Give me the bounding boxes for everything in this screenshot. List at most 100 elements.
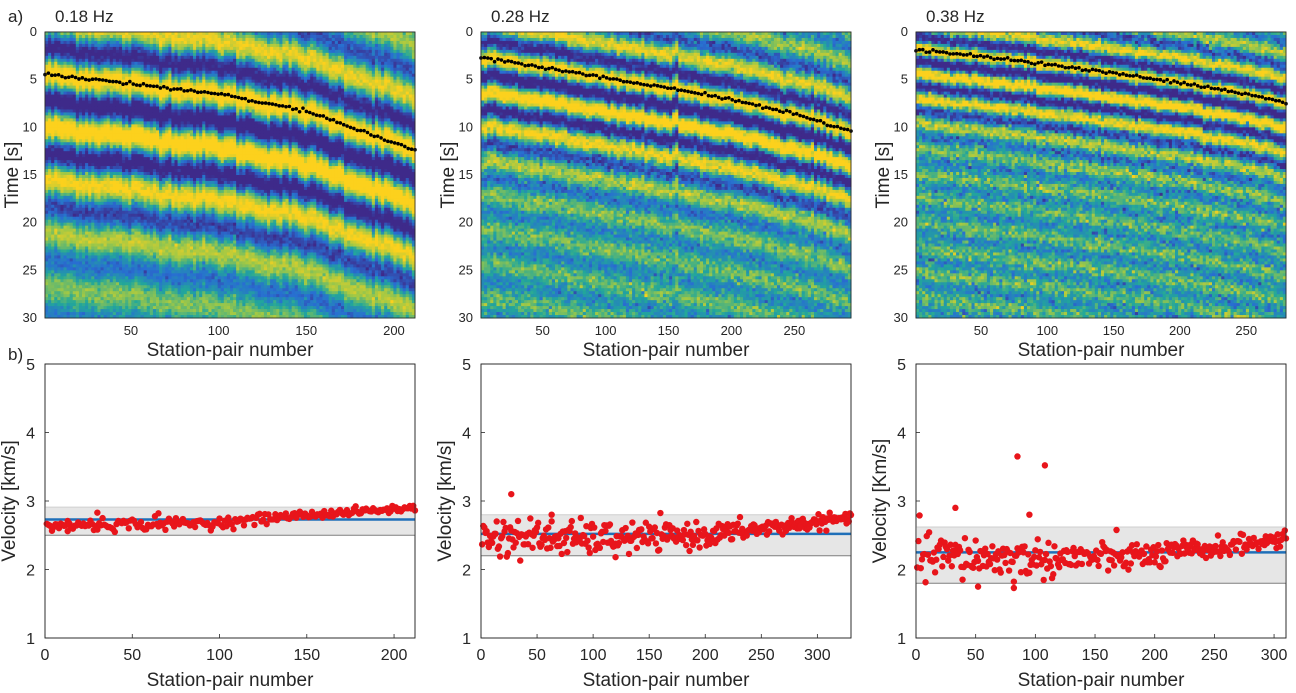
waveform-cell	[88, 59, 91, 62]
waveform-cell	[131, 86, 134, 89]
waveform-cell	[122, 89, 125, 92]
waveform-cell	[88, 190, 91, 193]
waveform-cell	[134, 166, 137, 169]
waveform-cell	[104, 249, 107, 252]
waveform-cell	[45, 112, 48, 115]
waveform-cell	[125, 294, 128, 297]
waveform-cell	[128, 92, 131, 95]
waveform-cell	[119, 172, 122, 175]
waveform-cell	[88, 86, 91, 89]
waveform-cell	[48, 157, 51, 160]
waveform-cell	[51, 178, 54, 181]
waveform-cell	[119, 276, 122, 279]
waveform-cell	[110, 249, 113, 252]
waveform-cell	[91, 202, 94, 205]
waveform-cell	[97, 226, 100, 229]
waveform-cell	[110, 232, 113, 235]
waveform-cell	[113, 241, 116, 244]
waveform-cell	[67, 104, 70, 107]
waveform-cell	[51, 92, 54, 95]
waveform-cell	[138, 181, 141, 184]
waveform-cell	[67, 312, 70, 315]
waveform-cell	[76, 121, 79, 124]
waveform-cell	[131, 65, 134, 68]
waveform-cell	[119, 255, 122, 258]
waveform-cell	[144, 145, 147, 148]
waveform-cell	[54, 232, 57, 235]
waveform-cell	[97, 65, 100, 68]
waveform-cell	[57, 68, 60, 71]
waveform-cell	[64, 196, 67, 199]
waveform-cell	[122, 223, 125, 226]
waveform-cell	[122, 47, 125, 50]
waveform-cell	[128, 71, 131, 74]
waveform-cell	[82, 303, 85, 306]
waveform-cell	[104, 151, 107, 154]
waveform-cell	[82, 163, 85, 166]
waveform-cell	[57, 273, 60, 276]
waveform-cell	[73, 124, 76, 127]
waveform-cell	[88, 291, 91, 294]
waveform-cell	[45, 106, 48, 109]
waveform-cell	[104, 247, 107, 250]
waveform-cell	[97, 86, 100, 89]
waveform-cell	[119, 56, 122, 59]
waveform-cell	[141, 181, 144, 184]
waveform-cell	[116, 285, 119, 288]
waveform-cell	[122, 241, 125, 244]
waveform-cell	[116, 193, 119, 196]
waveform-cell	[57, 267, 60, 270]
waveform-cell	[67, 92, 70, 95]
waveform-cell	[104, 101, 107, 104]
waveform-cell	[101, 92, 104, 95]
waveform-cell	[82, 115, 85, 118]
waveform-cell	[104, 136, 107, 139]
waveform-cell	[88, 148, 91, 151]
waveform-cell	[107, 297, 110, 300]
waveform-cell	[141, 109, 144, 112]
waveform-cell	[88, 211, 91, 214]
waveform-cell	[94, 136, 97, 139]
waveform-cell	[134, 306, 137, 309]
waveform-cell	[125, 193, 128, 196]
waveform-cell	[97, 187, 100, 190]
waveform-cell	[134, 184, 137, 187]
waveform-cell	[138, 270, 141, 273]
waveform-cell	[48, 223, 51, 226]
waveform-cell	[116, 294, 119, 297]
waveform-cell	[64, 270, 67, 273]
waveform-cell	[116, 247, 119, 250]
waveform-cell	[110, 297, 113, 300]
waveform-cell	[107, 294, 110, 297]
waveform-cell	[70, 193, 73, 196]
waveform-cell	[57, 294, 60, 297]
waveform-cell	[122, 175, 125, 178]
waveform-cell	[94, 175, 97, 178]
waveform-cell	[125, 297, 128, 300]
waveform-cell	[82, 101, 85, 104]
waveform-cell	[122, 190, 125, 193]
waveform-cell	[73, 106, 76, 109]
waveform-cell	[116, 226, 119, 229]
waveform-cell	[60, 244, 63, 247]
waveform-cell	[79, 112, 82, 115]
waveform-cell	[88, 109, 91, 112]
waveform-cell	[70, 62, 73, 65]
waveform-cell	[144, 214, 147, 217]
waveform-cell	[51, 252, 54, 255]
waveform-cell	[51, 130, 54, 133]
waveform-cell	[48, 83, 51, 86]
waveform-cell	[97, 83, 100, 86]
waveform-cell	[91, 83, 94, 86]
waveform-cell	[57, 214, 60, 217]
waveform-cell	[76, 288, 79, 291]
waveform-cell	[110, 288, 113, 291]
waveform-cell	[67, 166, 70, 169]
waveform-cell	[122, 136, 125, 139]
waveform-cell	[67, 95, 70, 98]
waveform-cell	[116, 65, 119, 68]
waveform-cell	[70, 142, 73, 145]
waveform-cell	[70, 306, 73, 309]
waveform-cell	[57, 124, 60, 127]
waveform-cell	[94, 124, 97, 127]
